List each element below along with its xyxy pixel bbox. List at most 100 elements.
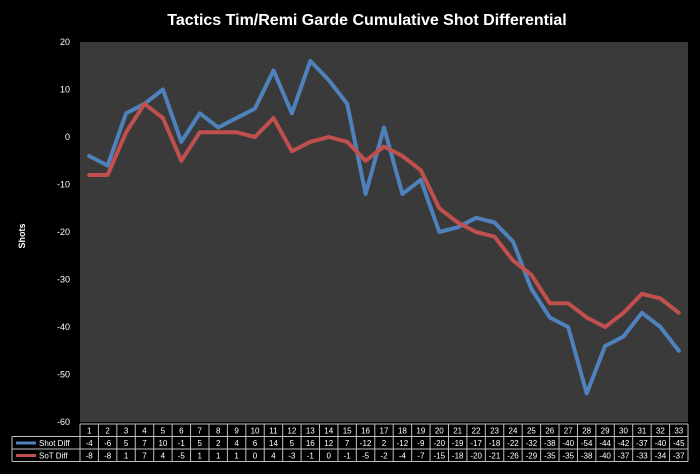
x-tick-label: 27 xyxy=(564,427,573,436)
x-tick-label: 24 xyxy=(509,427,518,436)
data-label-sot-diff: -21 xyxy=(489,452,501,461)
data-label-shot-diff: 5 xyxy=(290,439,295,448)
data-label-sot-diff: 1 xyxy=(124,452,129,461)
data-label-shot-diff: 2 xyxy=(382,439,387,448)
data-label-sot-diff: -35 xyxy=(562,452,574,461)
data-label-sot-diff: -29 xyxy=(526,452,538,461)
data-label-shot-diff: -22 xyxy=(507,439,519,448)
data-label-shot-diff: 5 xyxy=(124,439,129,448)
data-label-sot-diff: 1 xyxy=(234,452,239,461)
chart-title: Tactics Tim/Remi Garde Cumulative Shot D… xyxy=(167,12,567,29)
data-label-sot-diff: -7 xyxy=(417,452,425,461)
x-tick-label: 15 xyxy=(343,427,352,436)
x-tick-label: 2 xyxy=(105,427,110,436)
data-label-shot-diff: -4 xyxy=(86,439,94,448)
legend-label-shot-diff: Shot Diff xyxy=(39,439,70,448)
data-label-sot-diff: -15 xyxy=(433,452,445,461)
data-label-shot-diff: 5 xyxy=(198,439,203,448)
x-tick-label: 30 xyxy=(619,427,628,436)
data-label-shot-diff: 12 xyxy=(324,439,333,448)
data-label-shot-diff: -44 xyxy=(599,439,611,448)
data-label-shot-diff: 10 xyxy=(158,439,167,448)
data-label-sot-diff: 0 xyxy=(327,452,332,461)
data-label-shot-diff: -40 xyxy=(655,439,667,448)
data-label-shot-diff: -45 xyxy=(673,439,685,448)
data-label-sot-diff: 0 xyxy=(253,452,258,461)
data-label-sot-diff: 4 xyxy=(271,452,276,461)
data-label-shot-diff: -12 xyxy=(360,439,372,448)
data-label-shot-diff: 7 xyxy=(142,439,147,448)
x-tick-label: 29 xyxy=(601,427,610,436)
data-label-shot-diff: -37 xyxy=(636,439,648,448)
y-tick-label: -40 xyxy=(57,322,70,332)
data-label-sot-diff: -37 xyxy=(673,452,685,461)
x-tick-label: 19 xyxy=(416,427,425,436)
data-label-sot-diff: -5 xyxy=(178,452,186,461)
data-label-shot-diff: -19 xyxy=(452,439,464,448)
x-tick-label: 8 xyxy=(216,427,221,436)
data-label-shot-diff: 14 xyxy=(269,439,278,448)
data-label-shot-diff: -1 xyxy=(178,439,186,448)
data-label-sot-diff: -2 xyxy=(380,452,388,461)
x-tick-label: 20 xyxy=(435,427,444,436)
series-lines xyxy=(87,59,681,396)
data-label-sot-diff: -5 xyxy=(362,452,370,461)
x-tick-label: 17 xyxy=(380,427,389,436)
x-tick-label: 16 xyxy=(361,427,370,436)
data-label-shot-diff: -9 xyxy=(417,439,425,448)
y-tick-label: -20 xyxy=(57,227,70,237)
plot-area xyxy=(80,42,688,422)
x-tick-label: 23 xyxy=(490,427,499,436)
x-tick-label: 21 xyxy=(453,427,462,436)
data-label-shot-diff: -54 xyxy=(581,439,593,448)
x-tick-label: 6 xyxy=(179,427,184,436)
x-tick-label: 12 xyxy=(287,427,296,436)
legend-label-sot-diff: SoT Diff xyxy=(39,452,68,461)
x-tick-label: 33 xyxy=(674,427,683,436)
data-label-sot-diff: -8 xyxy=(104,452,112,461)
x-tick-label: 9 xyxy=(234,427,239,436)
data-label-sot-diff: -1 xyxy=(307,452,315,461)
data-label-shot-diff: 4 xyxy=(234,439,239,448)
data-label-sot-diff: -4 xyxy=(399,452,407,461)
data-label-sot-diff: -38 xyxy=(581,452,593,461)
x-tick-label: 25 xyxy=(527,427,536,436)
x-tick-label: 10 xyxy=(251,427,260,436)
data-label-sot-diff: -8 xyxy=(86,452,94,461)
data-label-shot-diff: 7 xyxy=(345,439,350,448)
data-label-shot-diff: 2 xyxy=(216,439,221,448)
x-tick-label: 14 xyxy=(324,427,333,436)
y-tick-label: 0 xyxy=(65,132,70,142)
data-table: 1 2 3 4 5 6 7 8 9 10 11 12 13 14 15 16 17 18 19 20 21 22 23 24 2… xyxy=(11,423,689,462)
x-tick-label: 4 xyxy=(142,427,147,436)
data-label-shot-diff: 6 xyxy=(253,439,258,448)
data-label-shot-diff: -18 xyxy=(489,439,501,448)
data-label-sot-diff: -18 xyxy=(452,452,464,461)
x-tick-label: 31 xyxy=(637,427,646,436)
y-tick-label: 10 xyxy=(60,85,70,95)
data-label-sot-diff: -3 xyxy=(288,452,296,461)
x-tick-label: 13 xyxy=(306,427,315,436)
x-tick-label: 22 xyxy=(472,427,481,436)
data-label-sot-diff: 1 xyxy=(198,452,203,461)
data-label-sot-diff: -26 xyxy=(507,452,519,461)
x-tick-label: 11 xyxy=(269,427,278,436)
data-label-sot-diff: 7 xyxy=(142,452,147,461)
y-tick-label: -30 xyxy=(57,275,70,285)
y-tick-label: -10 xyxy=(57,180,70,190)
x-tick-label: 1 xyxy=(87,427,92,436)
y-tick-label: -50 xyxy=(57,370,70,380)
data-label-sot-diff: 1 xyxy=(216,452,221,461)
x-tick-label: 3 xyxy=(124,427,129,436)
y-tick-label: 20 xyxy=(60,37,70,47)
data-label-sot-diff: -35 xyxy=(544,452,556,461)
y-axis-label: Shots xyxy=(17,223,27,248)
data-label-sot-diff: -1 xyxy=(344,452,352,461)
data-label-sot-diff: 4 xyxy=(161,452,166,461)
data-label-sot-diff: -20 xyxy=(470,452,482,461)
x-tick-label: 7 xyxy=(198,427,203,436)
data-label-shot-diff: -20 xyxy=(433,439,445,448)
data-label-shot-diff: 16 xyxy=(306,439,315,448)
